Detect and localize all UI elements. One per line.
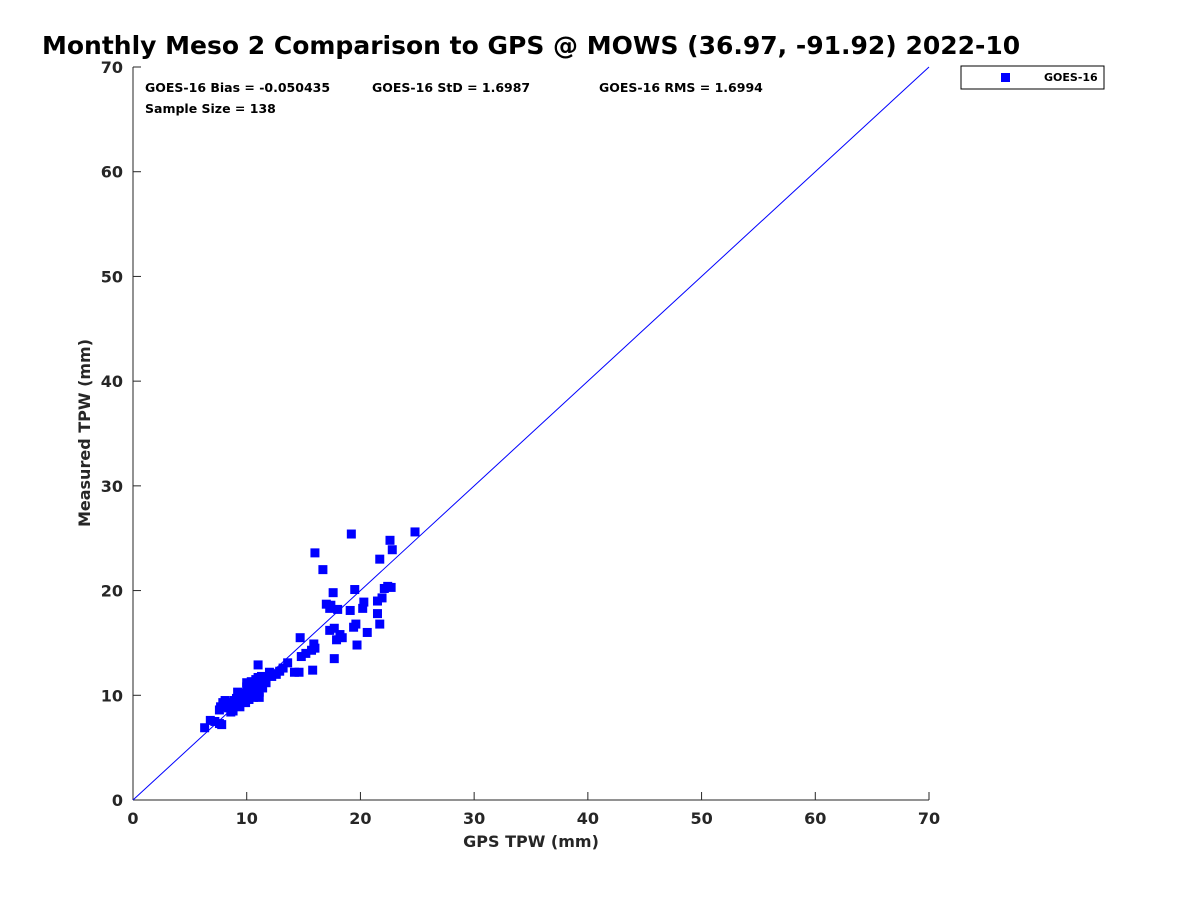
legend-marker [1001,73,1010,82]
y-tick-label: 10 [101,686,123,705]
data-point [359,597,369,607]
data-point [318,565,328,575]
data-point [350,585,360,595]
data-point [217,720,227,730]
data-point [246,677,256,687]
data-point [362,627,372,637]
data-point [337,633,347,643]
data-point [253,660,263,670]
legend: GOES-16 [960,65,1105,90]
data-point [258,683,268,693]
data-point [410,527,420,537]
data-point [372,596,382,606]
y-tick-label: 30 [101,477,123,496]
legend-label: GOES-16 [1044,71,1098,84]
axes: 0 10 20 30 40 50 60 70 0 10 20 30 40 50 60 70 [101,58,940,828]
data-point [296,652,306,662]
bias-stat: GOES-16 Bias = -0.050435 [145,80,330,95]
x-tick-label: 20 [349,809,371,828]
data-point [244,694,254,704]
data-point [249,692,259,702]
data-point [242,678,252,688]
data-point [310,548,320,558]
scatter-points [200,527,420,733]
x-tick-label: 0 [127,809,138,828]
data-point [346,529,356,539]
data-point [352,640,362,650]
y-tick-label: 60 [101,163,123,182]
data-point [385,535,395,545]
data-point [231,693,241,703]
data-point [387,545,397,555]
data-point [308,665,318,675]
data-point [332,635,342,645]
data-point [386,582,396,592]
data-point [301,648,311,658]
data-point [326,600,336,610]
data-point [267,671,277,681]
data-point [210,716,220,726]
data-point [294,667,304,677]
data-point [351,619,361,629]
x-axis-label: GPS TPW (mm) [463,832,599,851]
x-tick-label: 30 [463,809,485,828]
data-point [310,643,320,653]
data-point [235,702,245,712]
data-point [283,658,293,668]
legend-box [960,65,1105,90]
data-point [372,609,382,619]
data-point [325,625,335,635]
y-tick-label: 50 [101,267,123,286]
data-point [228,706,238,716]
data-point [261,678,271,688]
y-tick-label: 20 [101,582,123,601]
data-point [375,554,385,564]
data-point [329,623,339,633]
x-tick-label: 40 [577,809,599,828]
data-point [278,663,288,673]
y-axis-label: Measured TPW (mm) [75,339,94,527]
data-point [333,604,343,614]
data-point [289,667,299,677]
data-point [345,605,355,615]
x-tick-label: 70 [918,809,940,828]
data-point [238,688,248,698]
x-tick-label: 10 [236,809,258,828]
sample-size-stat: Sample Size = 138 [145,101,276,116]
y-tick-label: 40 [101,372,123,391]
x-tick-label: 60 [804,809,826,828]
data-point [200,723,210,733]
std-stat: GOES-16 StD = 1.6987 [372,80,530,95]
x-tick-label: 50 [690,809,712,828]
data-point [328,588,338,598]
y-tick-label: 0 [112,791,123,810]
data-point [295,633,305,643]
rms-stat: GOES-16 RMS = 1.6994 [599,80,763,95]
chart-title: Monthly Meso 2 Comparison to GPS @ MOWS … [42,31,1020,60]
y-tick-label: 70 [101,58,123,77]
data-point [377,593,387,603]
data-point [205,715,215,725]
data-point [375,619,385,629]
data-point [358,603,368,613]
data-point [329,654,339,664]
data-point [254,692,264,702]
